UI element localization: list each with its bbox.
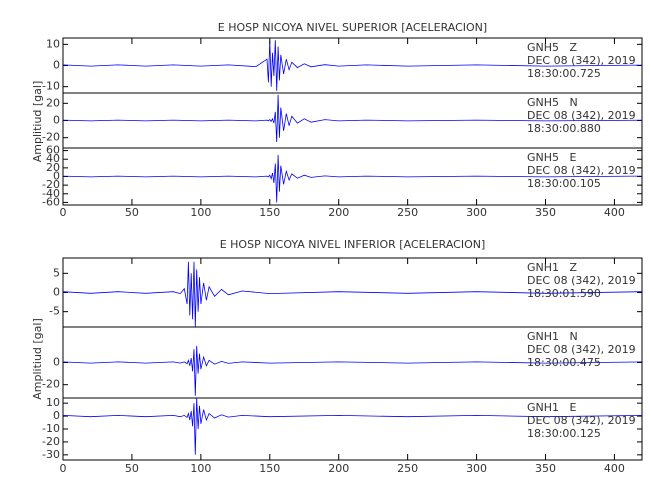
y-tick-label: 5 — [53, 266, 60, 279]
y-axis-label: Amplitiud [gal] — [31, 318, 44, 400]
y-tick-label: 0 — [53, 170, 60, 183]
x-tick-label: 250 — [397, 462, 418, 475]
station-label: GNH1 Z — [527, 261, 578, 274]
date-label: DEC 08 (342), 2019 — [527, 343, 636, 356]
y-axis-label: Amplitiud [gal] — [31, 81, 44, 163]
y-tick-label: -40 — [42, 187, 60, 200]
time-label: 18:30:00.125 — [527, 427, 601, 440]
waveform — [62, 40, 643, 91]
x-tick-label: 200 — [328, 462, 349, 475]
station-label: GNH5 N — [527, 96, 578, 109]
y-tick-label: 60 — [46, 144, 60, 157]
y-tick-label: -20 — [42, 178, 60, 191]
station-label: GNH5 E — [527, 151, 577, 164]
y-tick-label: 0 — [53, 59, 60, 72]
waveform — [62, 154, 643, 203]
x-tick-label: 100 — [190, 206, 211, 219]
y-tick-label: -10 — [42, 80, 60, 93]
station-label: GNH1 E — [527, 401, 577, 414]
x-tick-label: 0 — [60, 206, 67, 219]
time-label: 18:30:00.475 — [527, 356, 601, 369]
y-tick-label: 40 — [46, 152, 60, 165]
y-tick-label: -5 — [49, 305, 60, 318]
x-tick-label: 50 — [125, 206, 139, 219]
y-tick-label: 0 — [53, 356, 60, 369]
x-tick-label: 400 — [604, 206, 625, 219]
y-tick-label: -20 — [42, 131, 60, 144]
x-tick-label: 50 — [125, 462, 139, 475]
y-tick-label: 10 — [46, 37, 60, 50]
y-tick-label: 10 — [46, 396, 60, 409]
y-tick-label: 0 — [53, 409, 60, 422]
date-label: DEC 08 (342), 2019 — [527, 274, 636, 287]
y-tick-label: -10 — [42, 422, 60, 435]
y-tick-label: 20 — [46, 161, 60, 174]
chart-title: E HOSP NICOYA NIVEL INFERIOR [ACELERACIO… — [220, 238, 486, 251]
time-label: 18:30:00.880 — [527, 122, 601, 135]
station-label: GNH1 N — [527, 330, 578, 343]
time-label: 18:30:01.590 — [527, 287, 601, 300]
y-tick-label: -30 — [42, 448, 60, 461]
date-label: DEC 08 (342), 2019 — [527, 109, 636, 122]
x-tick-label: 350 — [535, 462, 556, 475]
y-tick-label: 0 — [53, 286, 60, 299]
date-label: DEC 08 (342), 2019 — [527, 164, 636, 177]
x-tick-label: 0 — [60, 462, 67, 475]
x-tick-label: 200 — [328, 206, 349, 219]
time-label: 18:30:00.725 — [527, 67, 601, 80]
waveform — [62, 94, 643, 143]
chart-title: E HOSP NICOYA NIVEL SUPERIOR [ACELERACIO… — [218, 21, 487, 34]
station-label: GNH5 Z — [527, 41, 578, 54]
time-label: 18:30:00.105 — [527, 177, 601, 190]
x-tick-label: 250 — [397, 206, 418, 219]
y-tick-label: -60 — [42, 195, 60, 208]
x-tick-label: 300 — [466, 462, 487, 475]
x-tick-label: 150 — [259, 206, 280, 219]
x-tick-label: 400 — [604, 462, 625, 475]
waveform — [62, 345, 643, 396]
x-tick-label: 350 — [535, 206, 556, 219]
waveform — [62, 261, 643, 328]
y-tick-label: 20 — [46, 96, 60, 109]
y-tick-label: 0 — [53, 114, 60, 127]
date-label: DEC 08 (342), 2019 — [527, 414, 636, 427]
x-tick-label: 100 — [190, 462, 211, 475]
waveform — [62, 397, 643, 455]
y-tick-label: -20 — [42, 378, 60, 391]
date-label: DEC 08 (342), 2019 — [527, 54, 636, 67]
y-tick-label: -20 — [42, 435, 60, 448]
x-tick-label: 300 — [466, 206, 487, 219]
x-tick-label: 150 — [259, 462, 280, 475]
